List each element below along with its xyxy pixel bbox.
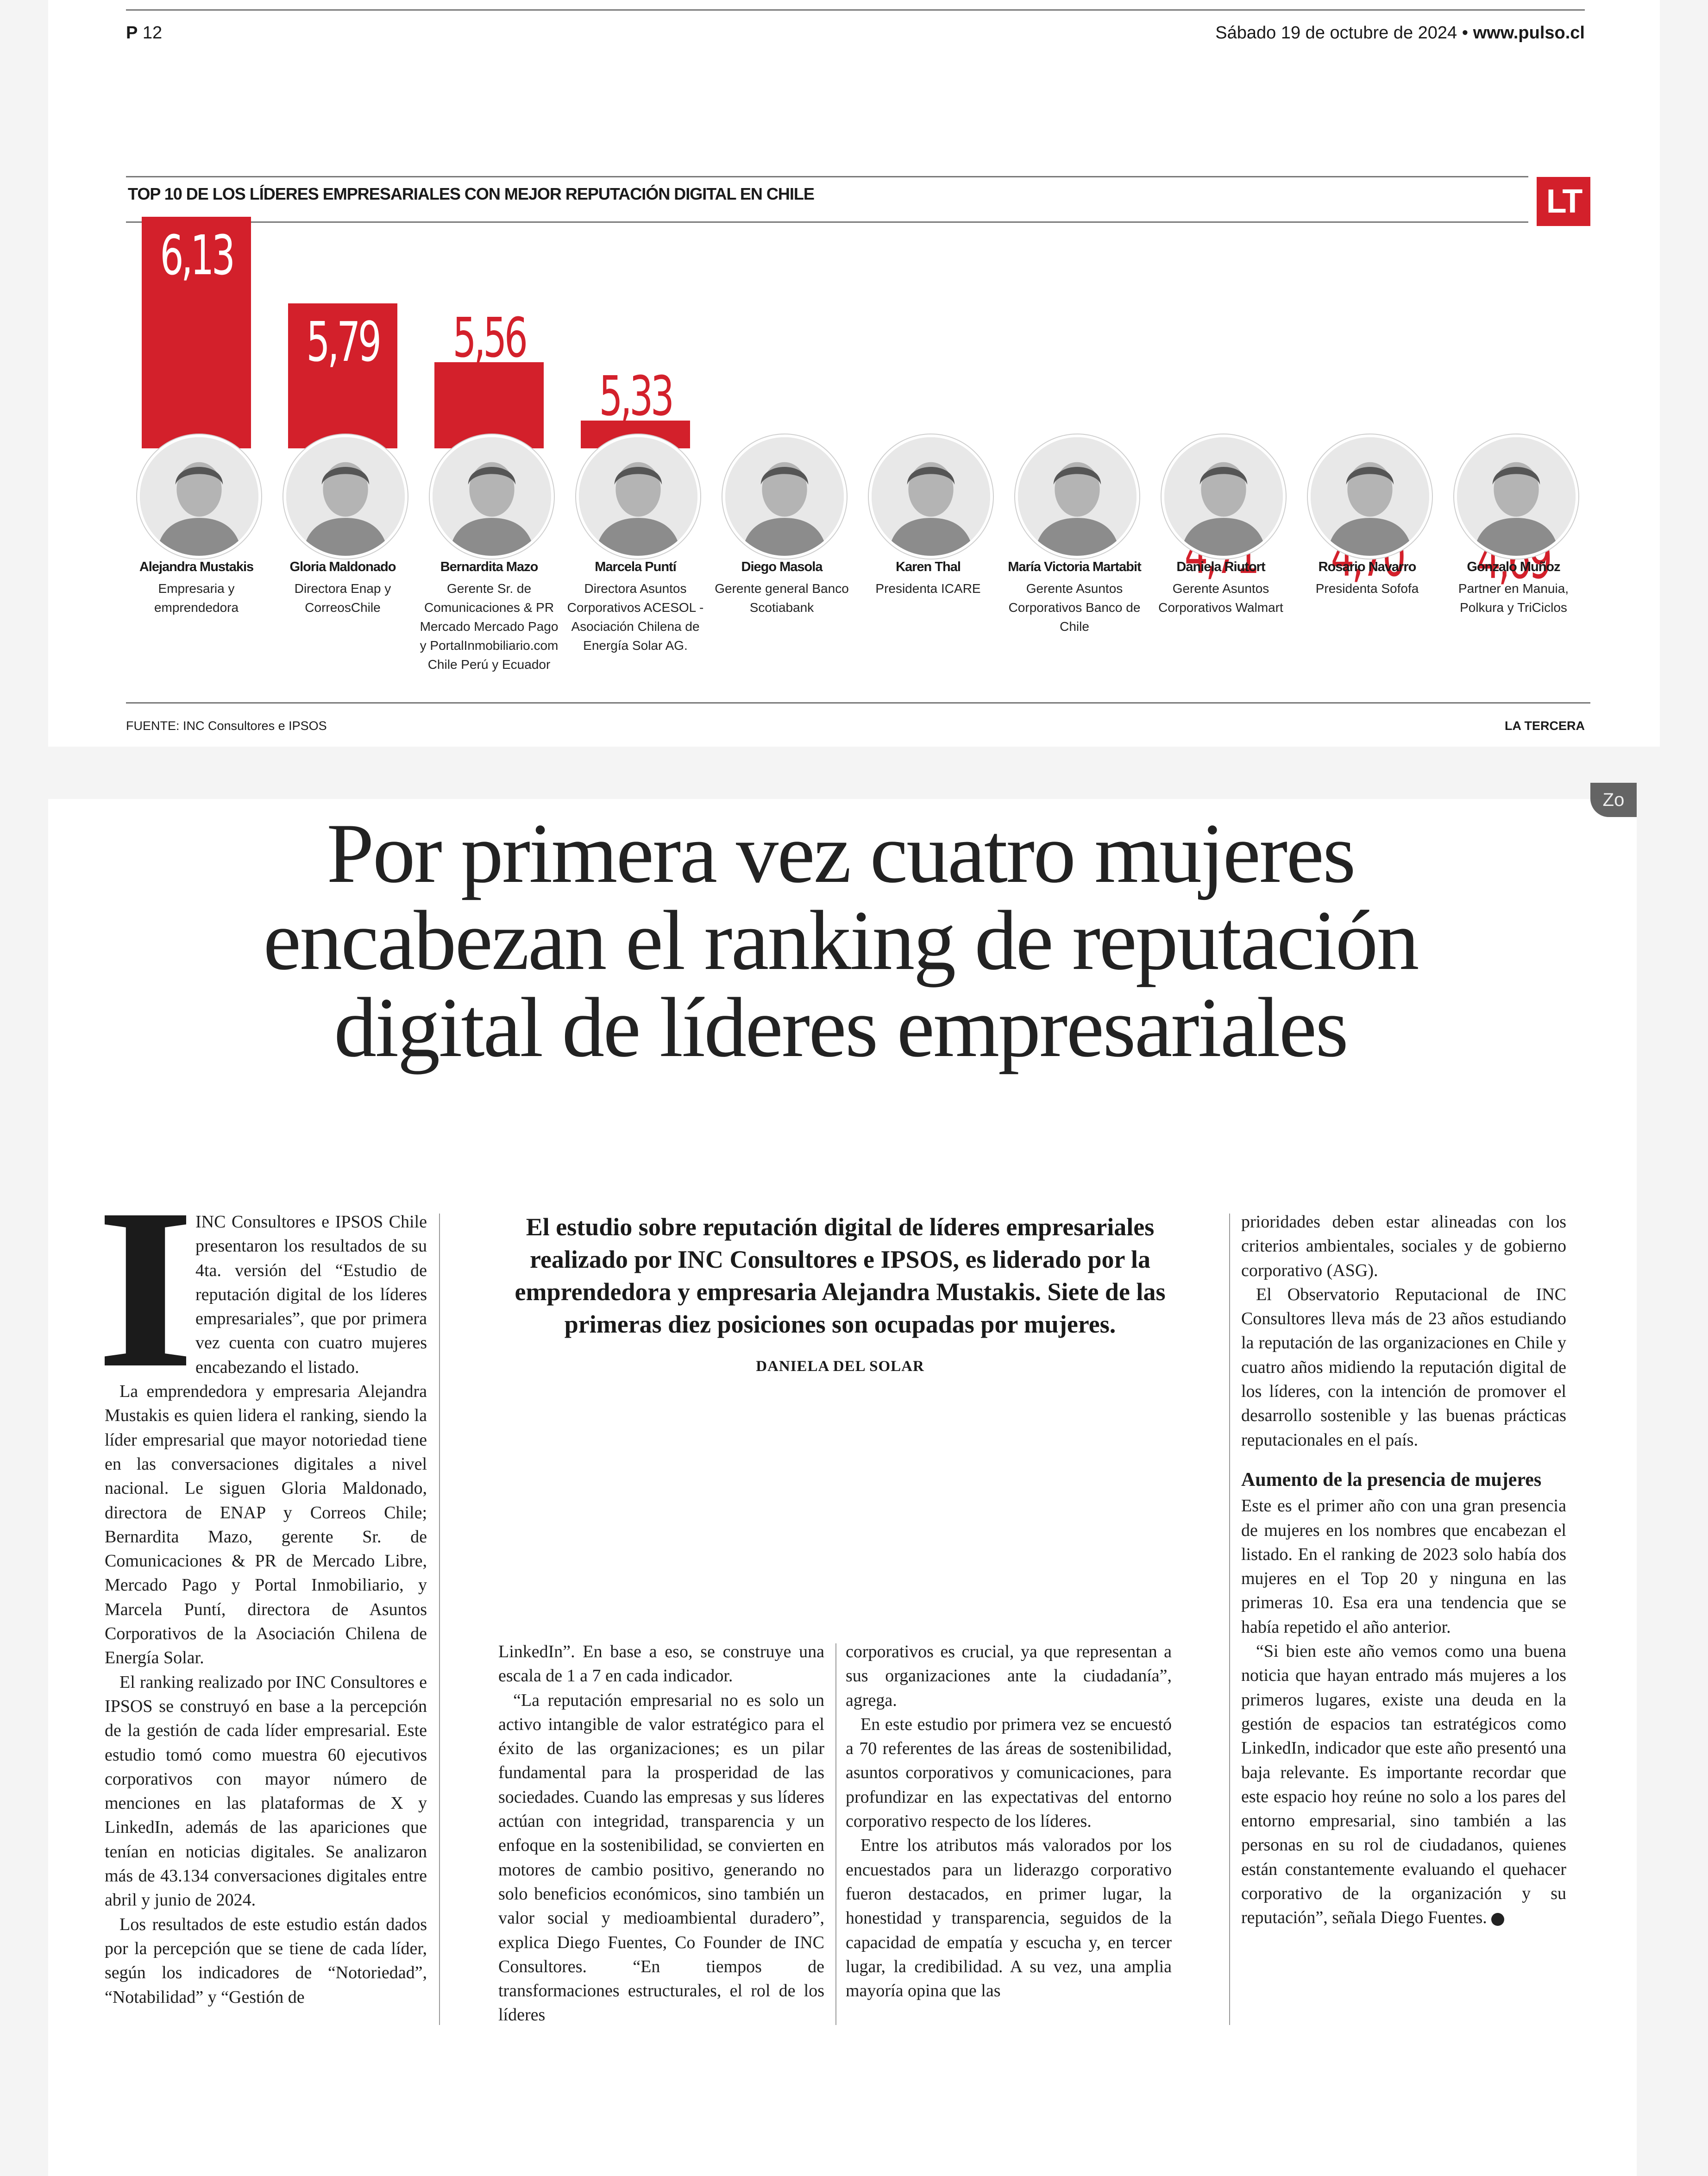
leader-name: María Victoria Martabit xyxy=(1008,560,1142,574)
article-subheading: Aumento de la presencia de mujeres xyxy=(1241,1469,1542,1490)
score-label: 5,33 xyxy=(599,364,674,428)
article-headline: Por primera vez cuatro mujeres encabezan… xyxy=(263,806,1419,1075)
chart-source: FUENTE: INC Consultores e IPSOS xyxy=(126,719,327,733)
page-folio: P 12 xyxy=(126,23,163,43)
article-page xyxy=(48,799,1637,2176)
zoom-button[interactable]: Zo xyxy=(1590,783,1637,817)
leader-role: Partner en Manuia, Polkura y TriCiclos xyxy=(1458,581,1569,615)
leader-name: Karen Thal xyxy=(896,560,961,574)
column-divider xyxy=(439,1214,440,2025)
leader-role: Gerente general Banco Scotiabank xyxy=(715,581,849,615)
leader-role: Presidenta ICARE xyxy=(875,581,981,596)
leader-role: Empresaria y emprendedora xyxy=(154,581,239,615)
article-paragraph: En este estudio por primera vez se encue… xyxy=(846,1714,1172,1831)
leader-role: Gerente Asuntos Corporativos Banco de Ch… xyxy=(1008,581,1141,634)
score-bar xyxy=(288,303,397,448)
article-column-1: INC Consultores e IPSOS Chile presentaro… xyxy=(105,1210,427,2009)
leader-portrait xyxy=(283,434,408,559)
column-divider xyxy=(835,1643,836,2025)
leader-role: Presidenta Sofofa xyxy=(1315,581,1419,596)
leader-name: Bernardita Mazo xyxy=(440,560,539,574)
end-of-article-icon: P xyxy=(1491,1912,1513,1926)
score-label: 6,13 xyxy=(160,223,235,287)
article-column-2: LinkedIn”. En base a eso, se construye u… xyxy=(498,1640,824,2027)
leader-role: Directora Enap y CorreosChile xyxy=(294,581,391,615)
chart-bottom-rule xyxy=(126,702,1590,704)
article-column-3: corporativos es crucial, ya que represen… xyxy=(846,1640,1172,2003)
leader-name: Gonzalo Muñoz xyxy=(1467,560,1560,574)
article-paragraph: El Observatorio Reputacional de INC Cons… xyxy=(1241,1284,1566,1450)
chart-top-rule xyxy=(126,176,1528,177)
la-tercera-logo: LT xyxy=(1537,177,1590,226)
article-column-4: prioridades deben estar alineadas con lo… xyxy=(1241,1210,1566,1930)
article-paragraph-wrap: “Si bien este año vemos como una buena n… xyxy=(1241,1639,1566,1930)
leader-portrait xyxy=(1162,434,1286,559)
article-byline: DANIELA DEL SOLAR xyxy=(756,1358,924,1375)
article-paragraph: El ranking realizado por INC Consultores… xyxy=(105,1672,427,1910)
article-paragraph: Entre los atributos más valorados por lo… xyxy=(846,1836,1172,2001)
article-paragraph: “Si bien este año vemos como una buena n… xyxy=(1241,1641,1566,1928)
article-paragraph: Los resultados de este estudio están dad… xyxy=(105,1914,427,2007)
leader-portrait xyxy=(1454,434,1578,559)
leader-role: Directora Asuntos Corporativos ACESOL - … xyxy=(567,581,704,653)
chart-title: TOP 10 DE LOS LÍDERES EMPRESARIALES CON … xyxy=(128,184,815,203)
leader-portrait xyxy=(430,434,554,559)
article-paragraph: Este es el primer año con una gran prese… xyxy=(1241,1496,1566,1637)
leader-name: Daniela Riutort xyxy=(1176,560,1265,574)
chart-title-rule xyxy=(126,221,1528,223)
column-divider xyxy=(1229,1214,1230,2025)
leader-portrait xyxy=(576,434,700,559)
leader-name: Diego Masola xyxy=(741,560,823,574)
header-rule xyxy=(126,9,1585,11)
score-bar xyxy=(142,217,251,448)
leader-name: Alejandra Mustakis xyxy=(139,560,254,574)
leader-portrait xyxy=(722,434,847,559)
score-label: 5,56 xyxy=(452,305,528,370)
article-paragraph: La emprendedora y empresaria Alejandra M… xyxy=(105,1382,427,1668)
article-standfirst: El estudio sobre reputación digital de l… xyxy=(515,1213,1166,1338)
leader-role: Gerente Sr. de Comunicaciones & PR Merca… xyxy=(420,581,559,672)
score-label: 5,79 xyxy=(306,310,382,374)
article-paragraph: prioridades deben estar alineadas con lo… xyxy=(1241,1212,1566,1280)
leader-name: Rosario Navarro xyxy=(1318,560,1417,574)
article-paragraph: “La reputación empresarial no es solo un… xyxy=(498,1690,824,2025)
leader-portrait xyxy=(869,434,993,559)
leader-name: Marcela Puntí xyxy=(595,560,677,574)
leader-portrait xyxy=(137,434,261,559)
leader-role: Gerente Asuntos Corporativos Walmart xyxy=(1158,581,1283,615)
leader-portrait xyxy=(1015,434,1139,559)
article-paragraph: corporativos es crucial, ya que represen… xyxy=(846,1642,1172,1710)
newspaper-brand: LA TERCERA xyxy=(1505,719,1585,733)
article-paragraph: LinkedIn”. En base a eso, se construye u… xyxy=(498,1642,824,1686)
article-paragraph: INC Consultores e IPSOS Chile presentaro… xyxy=(195,1212,427,1377)
leader-portrait xyxy=(1308,434,1432,559)
dateline: Sábado 19 de octubre de 2024 • www.pulso… xyxy=(1215,23,1585,43)
score-bar xyxy=(434,362,544,448)
leader-name: Gloria Maldonado xyxy=(289,560,396,574)
